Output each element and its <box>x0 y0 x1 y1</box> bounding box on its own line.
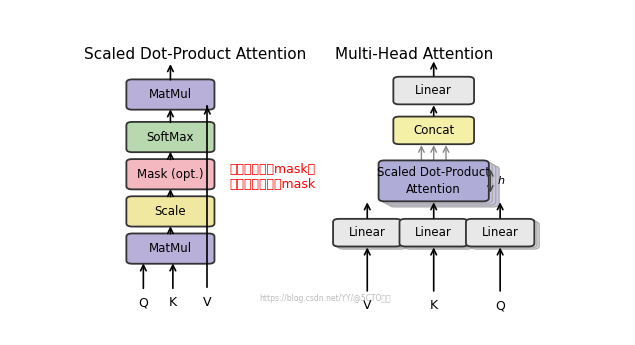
FancyBboxPatch shape <box>378 160 489 201</box>
Text: Q: Q <box>495 299 505 312</box>
Text: Q: Q <box>138 296 149 309</box>
FancyBboxPatch shape <box>335 220 404 248</box>
FancyBboxPatch shape <box>389 166 499 207</box>
FancyBboxPatch shape <box>393 117 474 144</box>
FancyBboxPatch shape <box>382 162 492 203</box>
FancyBboxPatch shape <box>338 221 406 249</box>
FancyBboxPatch shape <box>333 219 401 246</box>
Text: K: K <box>169 296 177 309</box>
FancyBboxPatch shape <box>404 221 473 249</box>
Text: Scale: Scale <box>154 205 186 218</box>
Text: V: V <box>203 296 211 309</box>
Text: Scaled Dot-Product
Attention: Scaled Dot-Product Attention <box>377 166 490 196</box>
Text: 解码器中使用mask，
编码器中不使用mask: 解码器中使用mask， 编码器中不使用mask <box>229 163 316 191</box>
FancyBboxPatch shape <box>126 159 215 189</box>
Text: Linear: Linear <box>482 226 519 239</box>
FancyBboxPatch shape <box>126 79 215 110</box>
Text: Concat: Concat <box>413 124 454 137</box>
Text: MatMul: MatMul <box>149 88 192 101</box>
Text: Linear: Linear <box>415 226 452 239</box>
Text: Multi-Head Attention: Multi-Head Attention <box>335 47 493 62</box>
Text: Linear: Linear <box>349 226 385 239</box>
Text: h: h <box>498 176 505 186</box>
Text: SoftMax: SoftMax <box>147 130 194 144</box>
FancyBboxPatch shape <box>402 220 471 248</box>
FancyBboxPatch shape <box>471 221 539 249</box>
FancyBboxPatch shape <box>385 164 496 205</box>
FancyBboxPatch shape <box>126 122 215 152</box>
Text: Mask (opt.): Mask (opt.) <box>137 168 204 181</box>
Text: V: V <box>363 299 371 312</box>
FancyBboxPatch shape <box>466 219 534 246</box>
FancyBboxPatch shape <box>126 196 215 227</box>
Text: Scaled Dot-Product Attention: Scaled Dot-Product Attention <box>84 47 307 62</box>
FancyBboxPatch shape <box>469 220 537 248</box>
FancyBboxPatch shape <box>399 219 468 246</box>
FancyBboxPatch shape <box>126 234 215 264</box>
Text: https://blog.csdn.net/YY/@5CTO博客: https://blog.csdn.net/YY/@5CTO博客 <box>260 294 391 303</box>
Text: MatMul: MatMul <box>149 242 192 255</box>
Text: Linear: Linear <box>415 84 452 97</box>
Text: K: K <box>430 299 438 312</box>
FancyBboxPatch shape <box>393 77 474 104</box>
